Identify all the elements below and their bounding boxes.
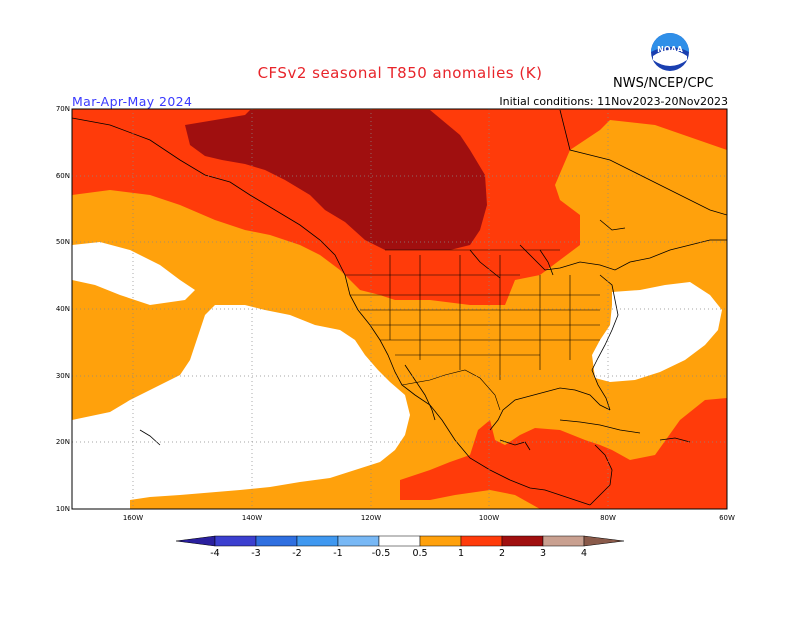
lon-label-160w: 160W — [122, 514, 144, 522]
colorbar-label-p3: 3 — [539, 548, 547, 559]
neutral-north-pacific — [72, 242, 195, 305]
colorbar-neg4-neg3 — [214, 535, 257, 547]
noaa-logo: NOAA — [651, 33, 689, 71]
political-borders — [345, 249, 600, 411]
lat-label-50n: 50N — [55, 238, 70, 246]
colorbar-label-neg1: -1 — [333, 548, 343, 559]
neutral-atlantic — [592, 282, 722, 382]
colorbar-label-neg05: -0.5 — [371, 548, 391, 559]
neutral-pacific — [72, 305, 410, 509]
colorbar-label-p1: 1 — [457, 548, 465, 559]
lon-label-100w: 100W — [478, 514, 500, 522]
season-label: Mar-Apr-May 2024 — [72, 94, 193, 109]
colorbar-p2-3 — [501, 535, 544, 547]
lat-label-30n: 30N — [55, 372, 70, 380]
lat-label-20n: 20N — [55, 438, 70, 446]
initial-conditions-label: Initial conditions: 11Nov2023-20Nov2023 — [499, 95, 728, 108]
map-frame — [71, 108, 728, 510]
colorbar-label-p4: 4 — [580, 548, 588, 559]
colorbar-label-neg3: -3 — [251, 548, 261, 559]
colorbar-label-neg4: -4 — [210, 548, 220, 559]
graticule — [72, 109, 727, 509]
map-title: CFSv2 seasonal T850 anomalies (K) — [257, 64, 543, 82]
lat-label-70n: 70N — [55, 105, 70, 113]
lon-label-120w: 120W — [360, 514, 382, 522]
colorbar-label-p05: 0.5 — [412, 548, 428, 559]
red-anomaly-south — [400, 398, 727, 509]
agency-label: NWS/NCEP/CPC — [613, 76, 714, 91]
colorbar-p3-4 — [542, 535, 585, 547]
lon-label-140w: 140W — [241, 514, 263, 522]
lat-label-60n: 60N — [55, 172, 70, 180]
colorbar-p1-2 — [460, 535, 503, 547]
colorbar-lt-neg4 — [175, 535, 216, 547]
lat-label-40n: 40N — [55, 305, 70, 313]
colorbar-neg2-neg1 — [296, 535, 339, 547]
colorbar-label-neg2: -2 — [292, 548, 302, 559]
colorbar-p05-1 — [419, 535, 462, 547]
colorbar-label-p2: 2 — [498, 548, 506, 559]
lon-label-60w: 60W — [719, 514, 735, 522]
colorbar-neg1-neg05 — [337, 535, 380, 547]
lon-label-80w: 80W — [600, 514, 616, 522]
lat-label-10n: 10N — [55, 505, 70, 513]
darkred-anomaly-core — [185, 110, 487, 250]
logo-text: NOAA — [657, 45, 683, 54]
colorbar-neutral — [378, 535, 421, 547]
colorbar-neg3-neg2 — [255, 535, 298, 547]
colorbar-gt4 — [583, 535, 625, 547]
